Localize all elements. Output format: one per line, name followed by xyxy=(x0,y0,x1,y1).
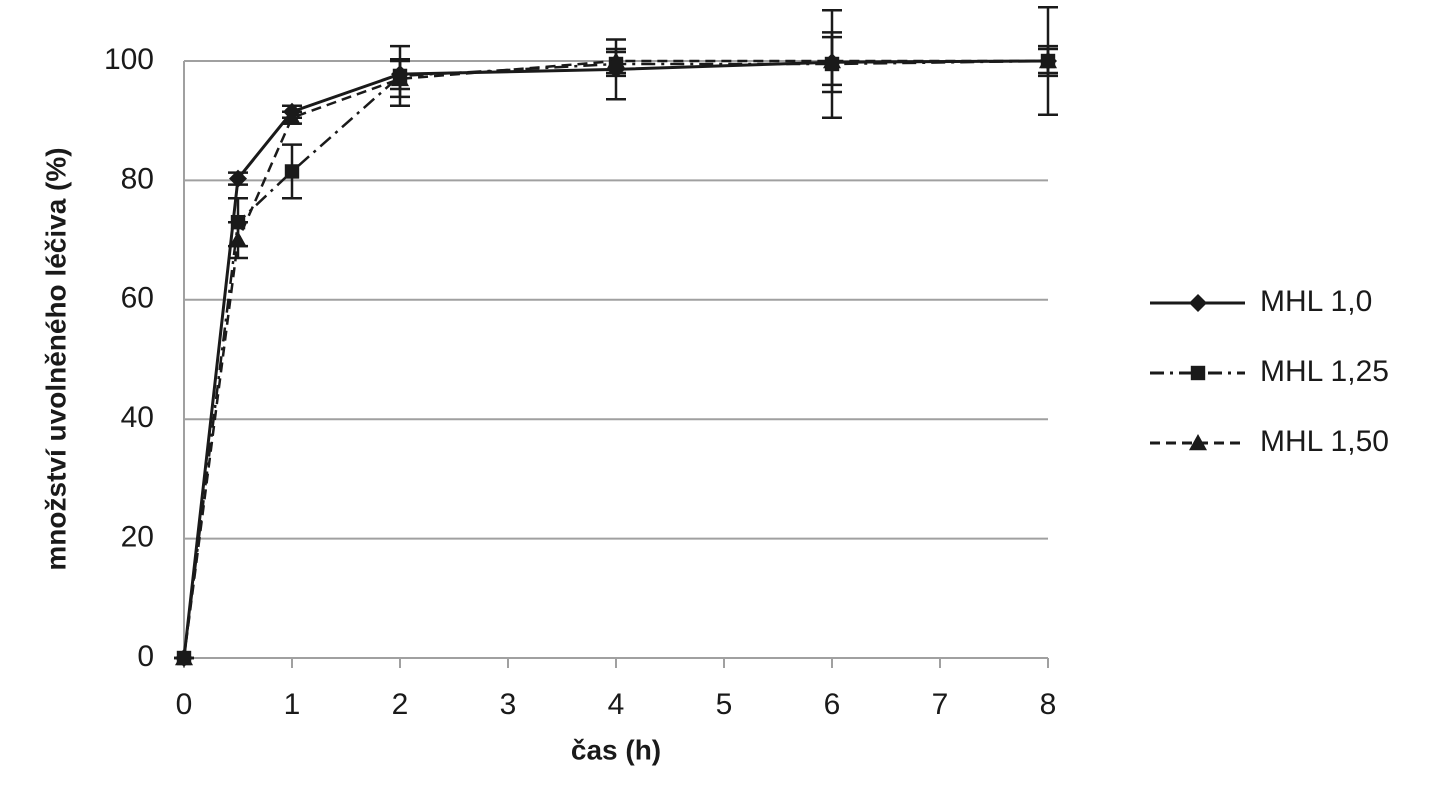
legend-marker xyxy=(1189,434,1207,451)
series-line xyxy=(182,59,1049,659)
x-tick-label: 5 xyxy=(716,688,733,721)
legend-label: MHL 1,50 xyxy=(1260,425,1389,458)
legend-marker xyxy=(1189,294,1207,312)
legend-marker xyxy=(1190,365,1206,381)
y-tick-label: 60 xyxy=(121,282,154,315)
x-tick-label: 8 xyxy=(1040,688,1057,721)
legend-label: MHL 1,0 xyxy=(1260,285,1372,318)
marker xyxy=(607,52,625,69)
x-axis-label: čas (h) xyxy=(571,734,661,765)
marker xyxy=(229,169,247,188)
y-tick-label: 100 xyxy=(104,43,154,76)
marker xyxy=(175,649,193,666)
x-tick-label: 4 xyxy=(608,688,625,721)
series-line xyxy=(182,59,1048,659)
x-tick-label: 0 xyxy=(176,688,193,721)
marker xyxy=(391,69,409,87)
y-axis-label: množství uvolněného léčiva (%) xyxy=(40,147,71,570)
legend-label: MHL 1,25 xyxy=(1260,355,1389,388)
x-tick-label: 6 xyxy=(824,688,841,721)
x-tick-label: 1 xyxy=(284,688,301,721)
marker xyxy=(1039,52,1057,69)
y-tick-label: 40 xyxy=(121,401,154,434)
marker xyxy=(283,108,301,125)
y-tick-label: 0 xyxy=(137,640,154,673)
marker xyxy=(823,52,841,69)
x-tick-label: 3 xyxy=(500,688,517,721)
y-tick-label: 80 xyxy=(121,162,154,195)
marker xyxy=(229,231,247,248)
y-tick-label: 20 xyxy=(121,521,154,554)
x-tick-label: 7 xyxy=(932,688,949,721)
x-tick-label: 2 xyxy=(392,688,409,721)
series-line xyxy=(182,59,1049,659)
marker xyxy=(284,164,300,179)
